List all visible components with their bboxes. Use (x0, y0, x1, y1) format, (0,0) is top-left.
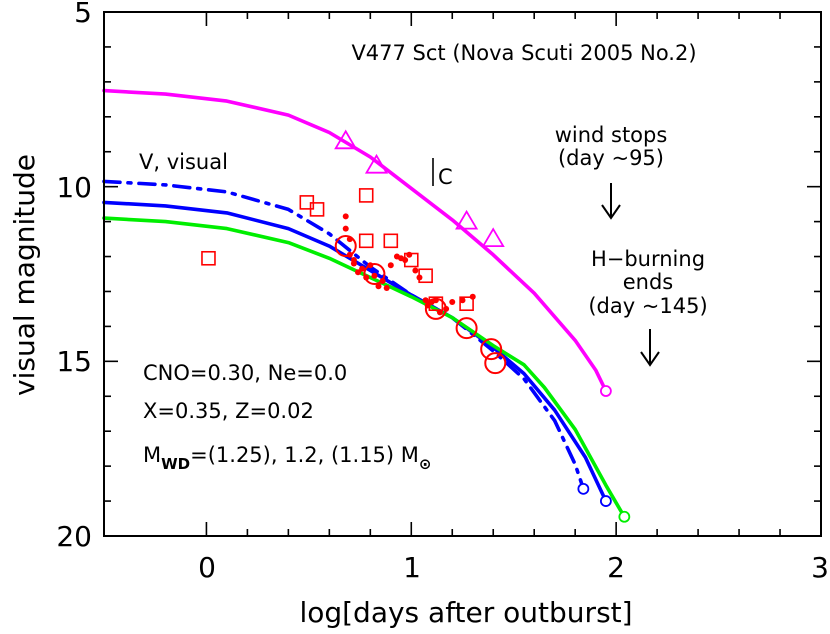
x-tick-label: 2 (607, 551, 625, 584)
series-line-0 (102, 88, 608, 393)
series-end-circle-1 (577, 482, 590, 495)
mwd-values: =(1.25), 1.2, (1.15) M (190, 443, 419, 467)
y-axis-title: visual magnitude (8, 154, 41, 396)
series-line-3 (102, 216, 627, 519)
x-tick-label: 0 (198, 551, 216, 584)
visual-dot (350, 260, 357, 267)
visual-dot (412, 267, 419, 274)
y-tick-label: 20 (56, 520, 92, 553)
c-band-triangle (364, 153, 389, 174)
c-band-triangle (334, 129, 358, 150)
mwd-m: M (143, 443, 161, 467)
v-band-circle (455, 317, 478, 340)
h-burning-label: H−burning (591, 247, 705, 271)
open-square-point (358, 233, 374, 249)
h-burning-day: (day ~145) (588, 294, 707, 318)
wind-stops-day: (day ~95) (558, 146, 664, 170)
h-burning-arrow (640, 329, 660, 367)
open-square-point (418, 268, 433, 284)
params-xz: X=0.35, Z=0.02 (143, 399, 314, 423)
params-mwd: MWD=(1.25), 1.2, (1.15) M⊙ (143, 443, 431, 473)
series-end-circle-2 (600, 495, 612, 507)
visual-dot (406, 251, 413, 258)
visual-dot (383, 284, 390, 291)
curve-label: V, visual (139, 150, 228, 174)
visual-dot (375, 283, 382, 290)
params-cno: CNO=0.30, Ne=0.0 (143, 361, 347, 385)
chart-title: V477 Sct (Nova Scuti 2005 No.2) (351, 41, 696, 65)
visual-dot (355, 269, 362, 276)
axis-ticks (104, 11, 822, 537)
c-label: C (438, 165, 453, 189)
x-axis-title: log[days after outburst] (299, 596, 632, 629)
v-band-circle (424, 297, 447, 320)
h-burning-ends: ends (623, 270, 674, 294)
wind-stops-label: wind stops (555, 123, 668, 147)
v-band-circle (334, 235, 357, 258)
visual-dot (449, 298, 456, 305)
open-square-point (309, 202, 325, 217)
open-square-point (428, 296, 444, 311)
visual-dot (422, 297, 429, 304)
wind-stops-arrow (601, 183, 621, 220)
x-tick-label: 1 (403, 551, 421, 584)
y-tick-label: 10 (56, 171, 92, 204)
visual-dot (342, 213, 349, 220)
open-square-point (201, 250, 216, 266)
open-square-point (403, 252, 419, 268)
visual-dot (459, 297, 466, 304)
y-tick-label: 5 (74, 0, 92, 29)
visual-dot (387, 262, 394, 269)
visual-dot (371, 272, 378, 279)
y-tick-label: 15 (56, 345, 92, 378)
c-band-triangle (455, 209, 479, 230)
plot-frame (103, 11, 822, 537)
open-square-point (459, 296, 474, 311)
v-band-circle (480, 338, 503, 361)
data-marks (102, 88, 631, 523)
open-square-point (358, 188, 374, 203)
v-band-circle (484, 352, 507, 375)
series-end-circle-0 (600, 385, 612, 397)
mwd-subscript: WD (161, 455, 190, 473)
visual-dot (359, 265, 366, 272)
visual-dot (342, 225, 349, 232)
c-band-triangle (481, 227, 505, 248)
sun-symbol: ⊙ (419, 455, 432, 473)
open-square-point (383, 233, 399, 249)
series-end-circle-3 (618, 510, 631, 523)
x-tick-label: 3 (811, 551, 829, 584)
v-band-circle (363, 263, 386, 285)
